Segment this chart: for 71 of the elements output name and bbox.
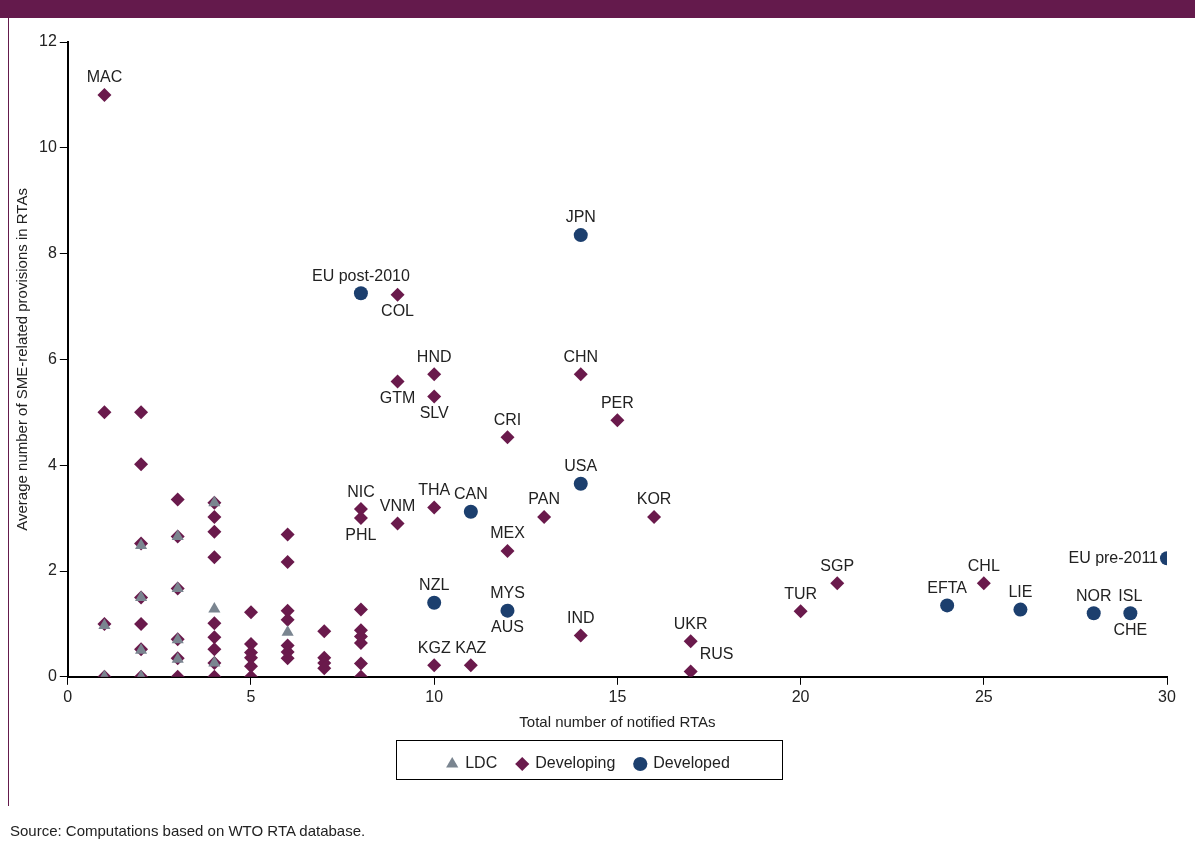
point <box>208 602 221 613</box>
annotation: EFTA <box>927 578 968 596</box>
annotation: MYS <box>490 584 525 602</box>
annotation: IND <box>566 608 595 626</box>
annotation: PHL <box>345 525 377 543</box>
annotation: GTM <box>379 389 416 407</box>
legend-label: Developed <box>653 754 730 772</box>
point <box>573 476 588 491</box>
annotation: SLV <box>419 403 450 421</box>
annotation: AUS <box>491 618 524 636</box>
annotation: SGP <box>820 556 855 574</box>
point <box>208 656 221 667</box>
y-tick-label: 2 <box>47 561 57 579</box>
y-tick-label: 6 <box>47 349 57 367</box>
y-axis-title: Average number of SME-related provisions in RTAs <box>13 188 31 531</box>
annotation: UKR <box>673 614 708 632</box>
legend-label: LDC <box>465 754 498 772</box>
annotation: HND <box>416 347 452 365</box>
annotation: COL <box>381 302 415 320</box>
annotation: USA <box>564 457 598 475</box>
y-tick-label: 10 <box>39 138 57 156</box>
annotation: KOR <box>636 490 672 508</box>
point <box>1013 602 1028 617</box>
annotation: PER <box>600 393 634 411</box>
annotation: NIC <box>347 482 375 500</box>
annotation: RUS <box>699 644 734 662</box>
x-axis-title: Total number of notified RTAs <box>519 713 716 731</box>
point <box>135 590 148 601</box>
annotation: PAN <box>528 490 560 508</box>
annotation: CHE <box>1113 620 1148 638</box>
annotation: CHL <box>967 556 1000 574</box>
annotation: CAN <box>453 485 488 503</box>
point <box>1123 606 1138 621</box>
point <box>463 504 478 519</box>
point <box>281 625 294 636</box>
source-note: Source: Computations based on WTO RTA database. <box>10 822 366 839</box>
annotation: LIE <box>1008 583 1033 601</box>
annotation: TUR <box>784 584 818 602</box>
point <box>427 595 442 610</box>
annotation: ISL <box>1118 586 1143 604</box>
annotation: CHN <box>563 347 599 365</box>
legend-label: Developing <box>535 754 616 772</box>
annotation: JPN <box>565 208 596 226</box>
annotation: KGZ <box>417 638 451 656</box>
x-tick-label: 25 <box>974 687 993 705</box>
annotation: MAC <box>86 68 123 86</box>
y-tick-label: 12 <box>39 32 57 50</box>
annotation: EU post-2010 <box>312 266 410 284</box>
annotation: NOR <box>1075 586 1112 604</box>
annotation: THA <box>418 480 451 498</box>
point <box>573 228 588 243</box>
x-tick-label: 10 <box>425 687 444 705</box>
annotation: NZL <box>419 576 450 594</box>
annotation: CRI <box>493 410 522 428</box>
point <box>171 581 184 592</box>
x-tick-label: 30 <box>1158 687 1176 705</box>
x-tick-label: 5 <box>246 687 256 705</box>
annotation: KAZ <box>455 638 487 656</box>
annotation: EU pre-2011 <box>1068 548 1159 566</box>
x-tick-label: 20 <box>791 687 810 705</box>
point <box>940 598 955 613</box>
y-tick-label: 0 <box>47 667 57 685</box>
point <box>500 603 515 618</box>
y-tick-label: 4 <box>47 455 57 473</box>
annotation: MEX <box>490 524 526 542</box>
y-tick-label: 8 <box>47 244 57 262</box>
point <box>1086 606 1101 621</box>
point <box>353 286 368 301</box>
annotation: VNM <box>379 496 416 514</box>
x-tick-label: 15 <box>608 687 627 705</box>
x-tick-label: 0 <box>63 687 73 705</box>
